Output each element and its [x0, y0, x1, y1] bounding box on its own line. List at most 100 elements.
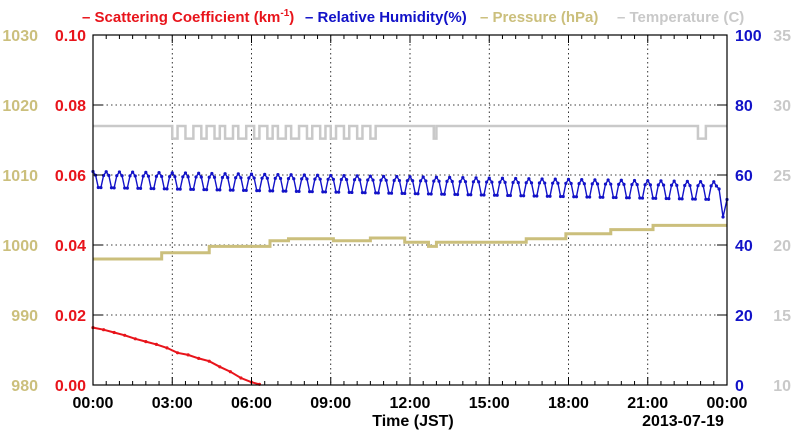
- humidity-point: [569, 181, 573, 186]
- humidity-point: [582, 182, 586, 186]
- humidity-point: [696, 184, 700, 188]
- humidity-point: [371, 178, 375, 182]
- humidity-point: [210, 171, 214, 176]
- pressure-series-line: [93, 223, 727, 261]
- humidity-point: [672, 179, 676, 183]
- humidity-point: [168, 174, 172, 179]
- humidity-point: [128, 174, 132, 178]
- humidity-point: [308, 190, 312, 194]
- x-tick-label: 06:00: [231, 395, 272, 412]
- humidity-point: [664, 196, 668, 201]
- humidity-point: [511, 180, 515, 185]
- humidity-point: [519, 194, 523, 198]
- scattering-point: [144, 340, 148, 344]
- humidity-point: [257, 189, 262, 193]
- humidity-point: [619, 178, 623, 182]
- pressure-tick-label: 1030: [2, 28, 38, 45]
- humidity-point: [654, 196, 658, 200]
- humidity-point: [693, 197, 697, 201]
- scattering-point: [175, 351, 180, 355]
- humidity-point: [577, 182, 581, 186]
- humidity-point: [263, 172, 267, 176]
- humidity-point: [323, 190, 328, 194]
- scattering-point: [186, 353, 190, 357]
- humidity-point: [675, 183, 679, 187]
- humidity-point: [706, 197, 711, 201]
- humidity-point: [606, 178, 610, 182]
- humidity-point: [445, 179, 449, 183]
- humidity-point: [96, 185, 100, 190]
- humidity-point: [244, 188, 248, 192]
- humidity-point: [252, 176, 256, 180]
- humidity-point: [400, 191, 404, 196]
- chart-legend: – Scattering Coefficient (km-1) – Relativ…: [82, 8, 744, 26]
- humidity-point: [144, 170, 148, 174]
- humidity-point: [160, 174, 164, 179]
- x-tick-label: 12:00: [390, 395, 431, 412]
- humidity-point: [440, 192, 444, 196]
- humidity-point: [384, 178, 388, 182]
- humidity-point: [286, 177, 291, 181]
- humidity-point: [165, 187, 169, 191]
- humidity-point: [590, 182, 594, 186]
- humidity-point: [260, 176, 264, 180]
- humidity-point: [656, 183, 660, 187]
- humidity-point: [516, 180, 520, 185]
- humidity-point: [691, 197, 695, 201]
- humidity-point: [326, 177, 330, 181]
- humidity-point: [276, 172, 280, 177]
- humidity-point: [115, 174, 119, 178]
- humidity-point: [698, 179, 703, 184]
- humidity-point: [617, 182, 621, 186]
- humidity-point: [334, 190, 338, 194]
- humidity-point: [638, 196, 642, 200]
- humidity-point: [490, 180, 494, 184]
- humidity-point: [191, 187, 195, 191]
- temperature-tick-label: 15: [773, 308, 791, 325]
- humidity-point: [104, 170, 108, 174]
- humidity-point: [363, 191, 367, 195]
- humidity-point: [418, 179, 423, 183]
- humidity-point: [524, 181, 528, 185]
- humidity-point: [292, 177, 296, 181]
- humidity-point: [345, 178, 349, 182]
- humidity-point: [405, 179, 409, 183]
- scattering-point: [228, 370, 232, 374]
- humidity-point: [268, 189, 272, 193]
- humidity-point: [170, 171, 174, 175]
- humidity-point: [271, 189, 275, 193]
- humidity-point: [601, 195, 605, 199]
- humidity-point: [580, 177, 584, 182]
- humidity-point: [313, 177, 317, 181]
- x-tick-label: 00:00: [73, 395, 114, 412]
- humidity-point: [249, 172, 254, 176]
- x-tick-label: 03:00: [152, 395, 193, 412]
- humidity-point: [228, 188, 232, 192]
- humidity-point: [318, 177, 322, 181]
- humidity-point: [527, 177, 531, 181]
- humidity-point: [107, 173, 111, 178]
- humidity-point: [178, 187, 182, 191]
- humidity-point: [218, 188, 222, 192]
- scattering-point: [165, 346, 169, 350]
- humidity-point: [374, 191, 378, 195]
- humidity-point: [284, 189, 288, 193]
- humidity-point: [175, 187, 180, 191]
- temperature-tick-label: 25: [773, 168, 791, 185]
- humidity-point: [125, 186, 129, 190]
- humidity-point: [131, 170, 135, 174]
- humidity-point: [186, 175, 190, 179]
- humidity-point: [434, 175, 439, 179]
- scattering-point: [154, 342, 158, 346]
- humidity-point: [297, 189, 301, 194]
- x-tick-label: 09:00: [310, 395, 351, 412]
- humidity-point: [609, 182, 613, 186]
- scattering-tick-label: 0.02: [55, 308, 86, 325]
- pressure-tick-label: 990: [11, 308, 38, 325]
- humidity-point: [329, 173, 333, 178]
- humidity-point: [632, 178, 637, 183]
- humidity-point: [442, 192, 446, 196]
- humidity-tick-label: 100: [735, 28, 762, 45]
- humidity-point: [212, 175, 217, 179]
- humidity-point: [479, 193, 483, 197]
